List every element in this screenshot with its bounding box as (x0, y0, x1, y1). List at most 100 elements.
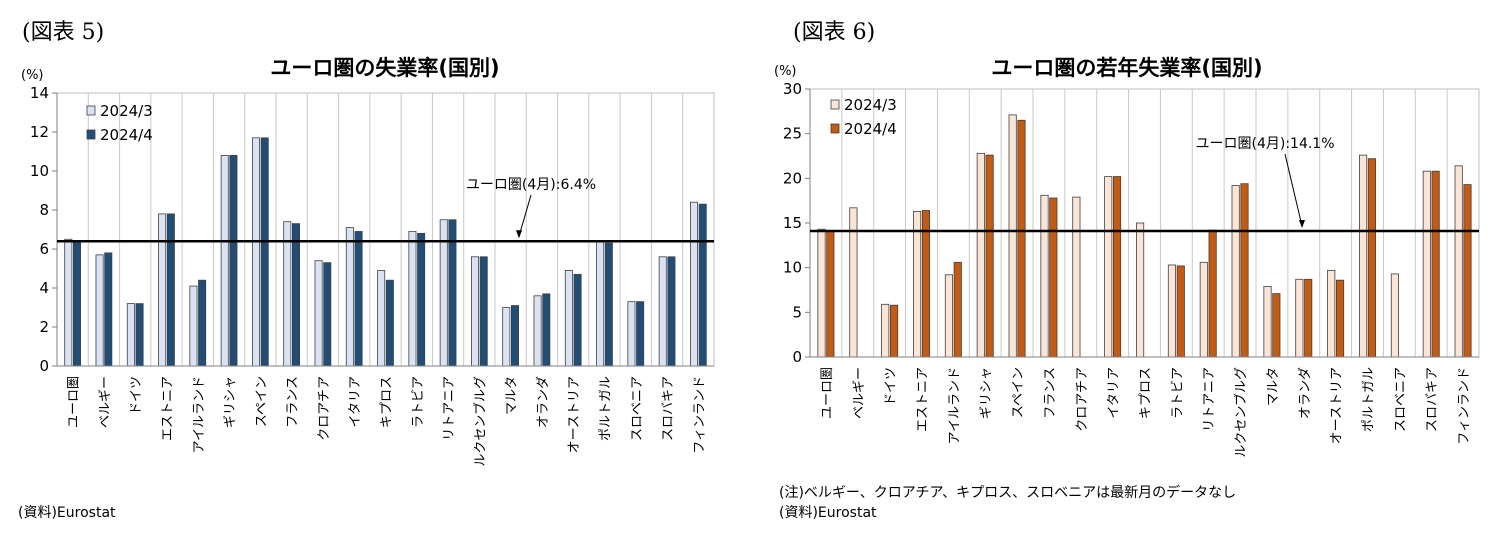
category-label: クロアチア (317, 376, 332, 441)
bar-2024-4 (72, 240, 81, 367)
category-label: ギリシャ (223, 376, 238, 428)
category-label: フランス (286, 376, 301, 428)
bar-2024-3 (1327, 269, 1336, 358)
bar-2024-3 (189, 285, 198, 367)
bar-2024-4 (479, 256, 488, 367)
figure-6-panel: (図表 6) ユーロ圏の若年失業率(国別) (%) 0 5 10 15 20 25 30 ユーロ圏… (755, 0, 1510, 543)
bar-2024-3 (1040, 194, 1049, 358)
y-tick-label: 5 (792, 303, 802, 321)
figure-label: (図表 6) (793, 20, 876, 45)
bar-2024-4 (889, 304, 899, 358)
annotation-arrow (518, 194, 532, 237)
category-label: フィンランド (1457, 367, 1472, 445)
bar-2024-3 (64, 238, 73, 367)
plot-area-border (809, 88, 1480, 358)
y-tick-label: 12 (30, 123, 49, 141)
bar-2024-4 (229, 154, 238, 367)
y-tick-label: 6 (39, 240, 49, 258)
annotation-arrowhead (1299, 220, 1305, 229)
category-label: クロアチア (1075, 367, 1090, 432)
y-axis-unit: (%) (774, 64, 797, 79)
bar-2024-4 (1176, 265, 1185, 358)
legend-label: 2024/3 (844, 96, 897, 114)
annotation-arrow (1284, 153, 1303, 227)
category-label: オランダ (1298, 367, 1313, 419)
bar-2024-3 (1199, 261, 1208, 358)
bar-2024-4 (667, 256, 676, 367)
category-label: ラトビア (1170, 367, 1185, 419)
category-label: スペイン (1011, 367, 1026, 418)
bar-2024-4 (198, 279, 207, 367)
category-label: アイルランド (947, 367, 962, 444)
category-label: エストニア (916, 367, 931, 432)
category-label: オーストリア (567, 376, 582, 453)
bar-2024-4 (135, 303, 144, 367)
y-tick-label: 4 (39, 279, 49, 297)
bar-2024-4 (323, 262, 332, 367)
source-note: (資料)Eurostat (779, 505, 877, 521)
bar-2024-3 (881, 303, 890, 358)
bar-2024-3 (1104, 176, 1113, 358)
y-tick-label: 14 (30, 84, 49, 102)
bar-2024-4 (985, 154, 994, 358)
bar-2024-4 (1208, 229, 1217, 358)
bar-2024-3 (564, 270, 573, 367)
bar-2024-4 (260, 137, 269, 367)
category-label: ポルトガル (1362, 367, 1377, 432)
category-label: ポルトガル (599, 376, 614, 441)
bar-2024-4 (1017, 119, 1026, 358)
category-label: イタリア (1107, 367, 1122, 418)
youth-unemployment-rate-chart: ユーロ圏の若年失業率(国別) (%) 0 5 10 15 20 25 30 ユーロ圏 ベルギー ドイツ… (774, 56, 1480, 458)
category-label: ドイツ (129, 376, 144, 415)
annotation-arrowhead (516, 230, 522, 239)
legend-label: 2024/4 (844, 120, 897, 138)
category-label: オーストリア (1330, 367, 1345, 444)
bar-2024-3 (1422, 170, 1431, 358)
legend-swatch (86, 105, 96, 116)
category-label: フランス (1043, 367, 1058, 419)
category-label: ラトビア (411, 376, 426, 428)
bar-2024-4 (1431, 170, 1440, 358)
category-label: フィンランド (692, 376, 707, 454)
category-label: イタリア (348, 376, 363, 427)
source-note: (資料)Eurostat (18, 505, 116, 521)
category-label: リトアニア (1202, 367, 1217, 432)
bar-2024-3 (976, 152, 985, 358)
unemployment-rate-chart: ユーロ圏の失業率(国別) (%) 0 2 4 6 8 10 12 14 ユーロ圏 ベルギー ドイツ エスト… (21, 56, 715, 467)
bar-2024-3 (533, 295, 542, 367)
bar-2024-3 (220, 154, 229, 367)
category-label: ドイツ (884, 367, 899, 406)
bar-2024-3 (913, 210, 922, 358)
category-label: キプロス (380, 376, 395, 428)
legend-swatch (830, 99, 840, 110)
bar-2024-4 (1240, 183, 1249, 358)
legend-label: 2024/4 (100, 126, 153, 144)
chart-title: ユーロ圏の失業率(国別) (270, 56, 499, 80)
bar-2024-4 (1335, 279, 1345, 358)
bar-2024-3 (1167, 264, 1177, 358)
category-label: ユーロ圏 (820, 367, 835, 419)
bar-2024-3 (252, 137, 261, 367)
bar-2024-4 (542, 293, 551, 367)
y-tick-label: 0 (39, 357, 49, 375)
bar-2024-3 (1072, 196, 1081, 358)
bar-2024-4 (921, 210, 930, 358)
bar-2024-3 (471, 256, 480, 367)
y-tick-label: 10 (30, 162, 49, 180)
y-tick-label: 30 (783, 80, 802, 98)
plot-area-border (56, 92, 715, 367)
bar-2024-3 (345, 227, 354, 367)
y-tick-label: 2 (39, 318, 49, 336)
category-label: アイルランド (192, 376, 207, 453)
category-label: スロベニア (630, 376, 645, 441)
category-label: ベルギー (852, 367, 867, 419)
y-tick-label: 20 (783, 169, 802, 187)
bar-2024-3 (408, 231, 417, 367)
bar-2024-3 (596, 240, 605, 367)
bar-2024-4 (1112, 176, 1122, 358)
bar-2024-4 (636, 301, 645, 367)
category-label: ユーロ圏 (67, 376, 82, 428)
category-label: キプロス (1139, 367, 1154, 419)
category-label: スロバキア (661, 376, 676, 441)
category-label: マルタ (1266, 367, 1281, 406)
